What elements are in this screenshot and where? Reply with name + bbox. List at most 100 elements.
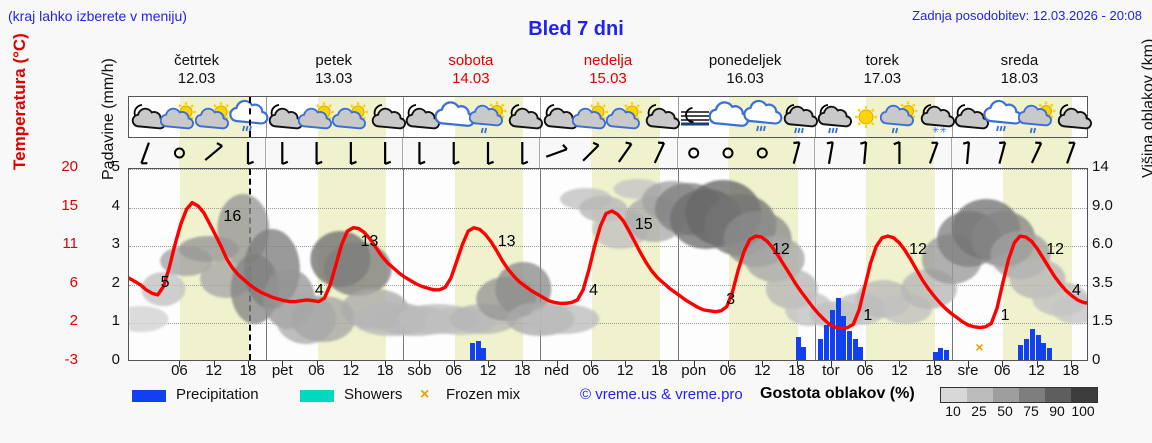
day-separator	[677, 169, 679, 360]
temperature-value-label: 12	[772, 241, 790, 259]
time-tick: 06	[719, 362, 737, 379]
wind-barb	[893, 140, 901, 164]
time-tickmark	[933, 361, 935, 367]
precipitation-tick: 3	[111, 235, 120, 253]
colorbar-tick: 100	[1071, 403, 1095, 419]
precipitation-tick: 2	[111, 273, 120, 291]
cloud-density-colorbar	[940, 387, 1098, 403]
page-title: Bled 7 dni	[528, 18, 624, 40]
temperature-tick: 11	[62, 235, 78, 253]
wind-barb	[140, 142, 150, 165]
day-date: 15.03	[589, 70, 627, 87]
gridline-h	[129, 323, 1087, 325]
wind-barb	[617, 141, 633, 163]
time-tickmark	[350, 361, 352, 367]
temperature-value-label: 1	[1000, 307, 1010, 325]
precipitation-bar	[1035, 334, 1041, 360]
temperature-value-label: 13	[360, 232, 379, 250]
day-date: 14.03	[452, 70, 490, 87]
frozen-mix-marker-icon: ×	[420, 386, 430, 403]
day-date: 12.03	[177, 70, 216, 87]
day-header-5: torek 17.03	[814, 52, 951, 88]
day-date: 18.03	[1000, 70, 1039, 87]
time-tick: 18	[651, 362, 668, 379]
time-tick: pon	[681, 362, 707, 379]
copyright-link[interactable]: © vreme.us & vreme.pro	[580, 386, 743, 403]
precipitation-bar	[841, 315, 847, 360]
time-tick: 06	[993, 362, 1011, 379]
precipitation-bar	[938, 348, 944, 360]
colorbar-tick: 10	[945, 403, 961, 419]
time-tickmark	[556, 361, 558, 367]
moon-cloud-icon	[503, 99, 544, 137]
temperature-value-label: 5	[160, 273, 170, 291]
colorbar-segment	[993, 388, 1019, 402]
cloudheight-tick: 9.0	[1092, 196, 1113, 214]
wind-day-separator	[402, 138, 404, 168]
wind-barb	[418, 142, 426, 166]
wind-barb	[582, 141, 600, 162]
time-tick: 18	[376, 362, 394, 379]
day-name: četrtek	[174, 52, 220, 69]
precipitation-bar	[801, 346, 807, 360]
sun-cloud-icon	[331, 99, 372, 137]
sun-cloud-icon	[297, 99, 338, 137]
cloud-cover-layer	[129, 179, 1087, 344]
time-tickmark	[282, 361, 284, 367]
wind-barb	[246, 142, 254, 166]
svg-text:✳✳: ✳✳	[932, 125, 948, 135]
cloud-density-legend-title: Gostota oblakov (%)	[760, 385, 915, 402]
colorbar-tick: 75	[1023, 403, 1039, 419]
time-tickmark	[659, 361, 661, 367]
gridline-h	[129, 169, 1087, 170]
sun-cloud-rain-icon	[1017, 99, 1058, 137]
time-tick: 06	[171, 362, 188, 379]
colorbar-segment	[967, 388, 993, 402]
moon-cloud-icon	[640, 99, 681, 137]
colorbar-tick: 25	[971, 403, 987, 419]
day-name: ponedeljek	[708, 52, 782, 69]
precipitation-bar	[847, 331, 852, 360]
moon-cloud-icon	[366, 99, 407, 137]
sun-cloud-icon	[605, 99, 646, 137]
wind-barb	[826, 141, 834, 165]
temperature-value-label: 12	[1046, 241, 1065, 259]
wind-barb	[349, 142, 357, 166]
precipitation-bar	[1041, 342, 1047, 360]
icon-day-separator	[540, 97, 542, 137]
temperature-value-label: 4	[589, 282, 599, 300]
precipitation-tick: 0	[111, 351, 120, 368]
temperature-value-label: 12	[909, 241, 927, 259]
colorbar-segment	[941, 388, 967, 402]
showers-legend-label: Showers	[344, 386, 403, 403]
precipitation-bar	[1018, 344, 1024, 360]
temperature-tick: 15	[61, 196, 78, 214]
moon-cloud-rain-icon	[778, 99, 818, 137]
time-tickmark	[830, 361, 832, 367]
precipitation-bar	[858, 346, 864, 360]
wind-barb	[653, 141, 666, 164]
precipitation-bar	[852, 338, 858, 360]
time-tickmark	[248, 361, 249, 367]
temperature-curve	[129, 200, 1087, 331]
wind-day-separator	[676, 138, 678, 168]
day-header-2: sobota 14.03	[402, 52, 539, 88]
day-name: sobota	[448, 52, 494, 69]
chart-legend: Precipitation Showers × Frozen mix © vre…	[128, 385, 1138, 419]
day-header-4: ponedeljek 16.03	[677, 52, 814, 88]
time-tick: 12	[479, 362, 497, 379]
time-tick: 12	[205, 362, 223, 379]
day-header-1: petek 13.03	[265, 52, 402, 88]
precipitation-bar	[1024, 338, 1030, 360]
day-date: 17.03	[863, 70, 902, 87]
location-hint: (kraj lahko izberete v meniju)	[8, 8, 187, 24]
wind-barb	[521, 142, 529, 166]
time-tickmark	[865, 361, 867, 367]
precipitation-bar	[932, 352, 938, 360]
time-tick: 06	[582, 362, 600, 379]
time-tickmark	[179, 361, 181, 367]
sun-cloud-rain-icon	[468, 99, 509, 137]
wind-barb	[384, 142, 392, 166]
sun-cloud-icon	[571, 99, 612, 137]
wind-barb	[998, 141, 1007, 164]
